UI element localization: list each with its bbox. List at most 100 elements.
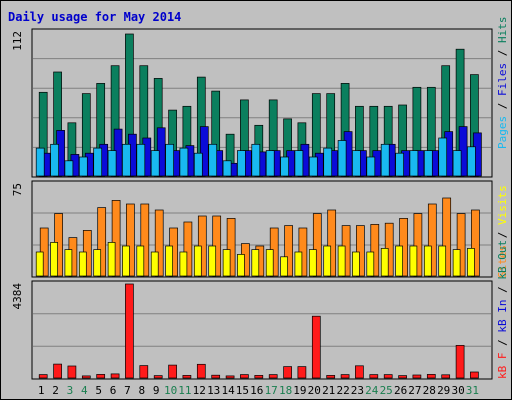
visits-bar [64,249,73,277]
sites-bar [154,209,164,277]
pages-bar [294,150,304,177]
kb-bar [326,375,336,379]
pages-bar [222,160,232,177]
kb-bar [340,374,350,379]
side-legend-item: Files [496,63,509,96]
visits-bar [265,249,274,277]
day-label: 6 [110,384,117,397]
side-legend-item: kB Out [496,240,509,280]
day-label: 25 [380,384,393,397]
pages-bar [107,150,117,177]
kb-bar [153,375,163,379]
kb-bar [470,371,479,379]
sites-bar [370,224,380,277]
day-label: 15 [236,384,249,397]
visits-bar [50,242,58,277]
pages-bar [93,147,103,177]
kb-bar [240,374,249,379]
day-label: 8 [138,384,145,397]
visits-bar [308,249,317,277]
pages-bar [136,143,146,177]
day-label: 14 [221,384,235,397]
visits-bar [122,245,130,277]
sites-bar [284,225,293,277]
side-legend-item: Hits [496,17,509,44]
pages-bar [265,150,275,177]
side-legend-item: Pages [496,116,509,149]
day-label: 2 [52,384,59,397]
kb-bar [355,365,364,379]
day-label: 22 [336,384,349,397]
kb-bar [196,363,206,379]
visits-bar [395,245,403,277]
kb-bar [268,374,278,379]
pages-bar [208,143,218,177]
pages-bar [237,150,246,177]
visits-bar [352,251,360,277]
side-legend-text: kB F / kB In / kB Out [496,240,509,379]
sites-bar [111,200,121,277]
sites-bar [442,197,452,277]
files-bar [199,126,209,177]
kb-side-legend: kB F / kB In / kB Out [496,240,509,379]
day-label: 16 [250,384,263,397]
visits-bar [150,251,159,277]
visits-bar [35,251,44,277]
day-label: 28 [423,384,436,397]
pages-bar [78,156,88,177]
pages-bar [352,150,361,177]
bars [35,33,482,379]
sites-bar [413,213,423,277]
sites-ymax-label: 75 [11,183,24,196]
kb-bar [67,365,77,379]
sites-bar [97,207,107,277]
pages-bar [280,156,289,177]
hits-ymax-label: 112 [11,31,24,51]
visits-bar [107,242,116,277]
pages-bar [380,143,390,177]
day-label: 23 [351,384,364,397]
visits-bar [452,249,461,277]
visits-bar [467,248,475,277]
kb-bar [398,375,407,379]
pages-bar [452,150,462,177]
sites-bar [356,225,365,277]
day-label: 27 [408,384,421,397]
kb-bar [96,374,106,379]
pages-bar [150,150,160,177]
visits-bar [165,245,173,277]
side-legend-item: kB F [496,353,509,380]
kb-bar [81,375,91,379]
visits-bar [323,245,332,277]
day-label: 1 [38,384,45,397]
pages-bar [409,150,419,177]
pages-bar [179,147,189,177]
kb-bar [254,375,264,379]
kbytes-panel [31,280,493,380]
side-legend-text: Pages / Files / Hits [496,17,509,150]
visits-bar [438,245,447,277]
visits-bar [366,251,375,277]
kb-bar [297,366,307,379]
day-label: 21 [322,384,335,397]
side-legend-item: Sites [496,245,509,278]
kb-bar [369,374,379,379]
kb-bar [168,364,177,379]
kb-bar [426,374,436,379]
pages-bar [366,156,376,177]
pages-bar [395,152,404,177]
day-label: 10 [164,384,177,397]
day-label: 12 [193,384,206,397]
visits-bar [93,249,102,277]
day-label: 7 [124,384,131,397]
sites-bar [456,213,466,277]
hits-side-legend: Pages / Files / Hits [496,17,509,150]
day-label: 20 [308,384,321,397]
pages-bar [467,146,476,177]
day-label: 29 [437,384,450,397]
pages-bar [337,140,347,177]
pages-bar [251,143,261,177]
kb-ymax-label: 4384 [11,283,24,310]
